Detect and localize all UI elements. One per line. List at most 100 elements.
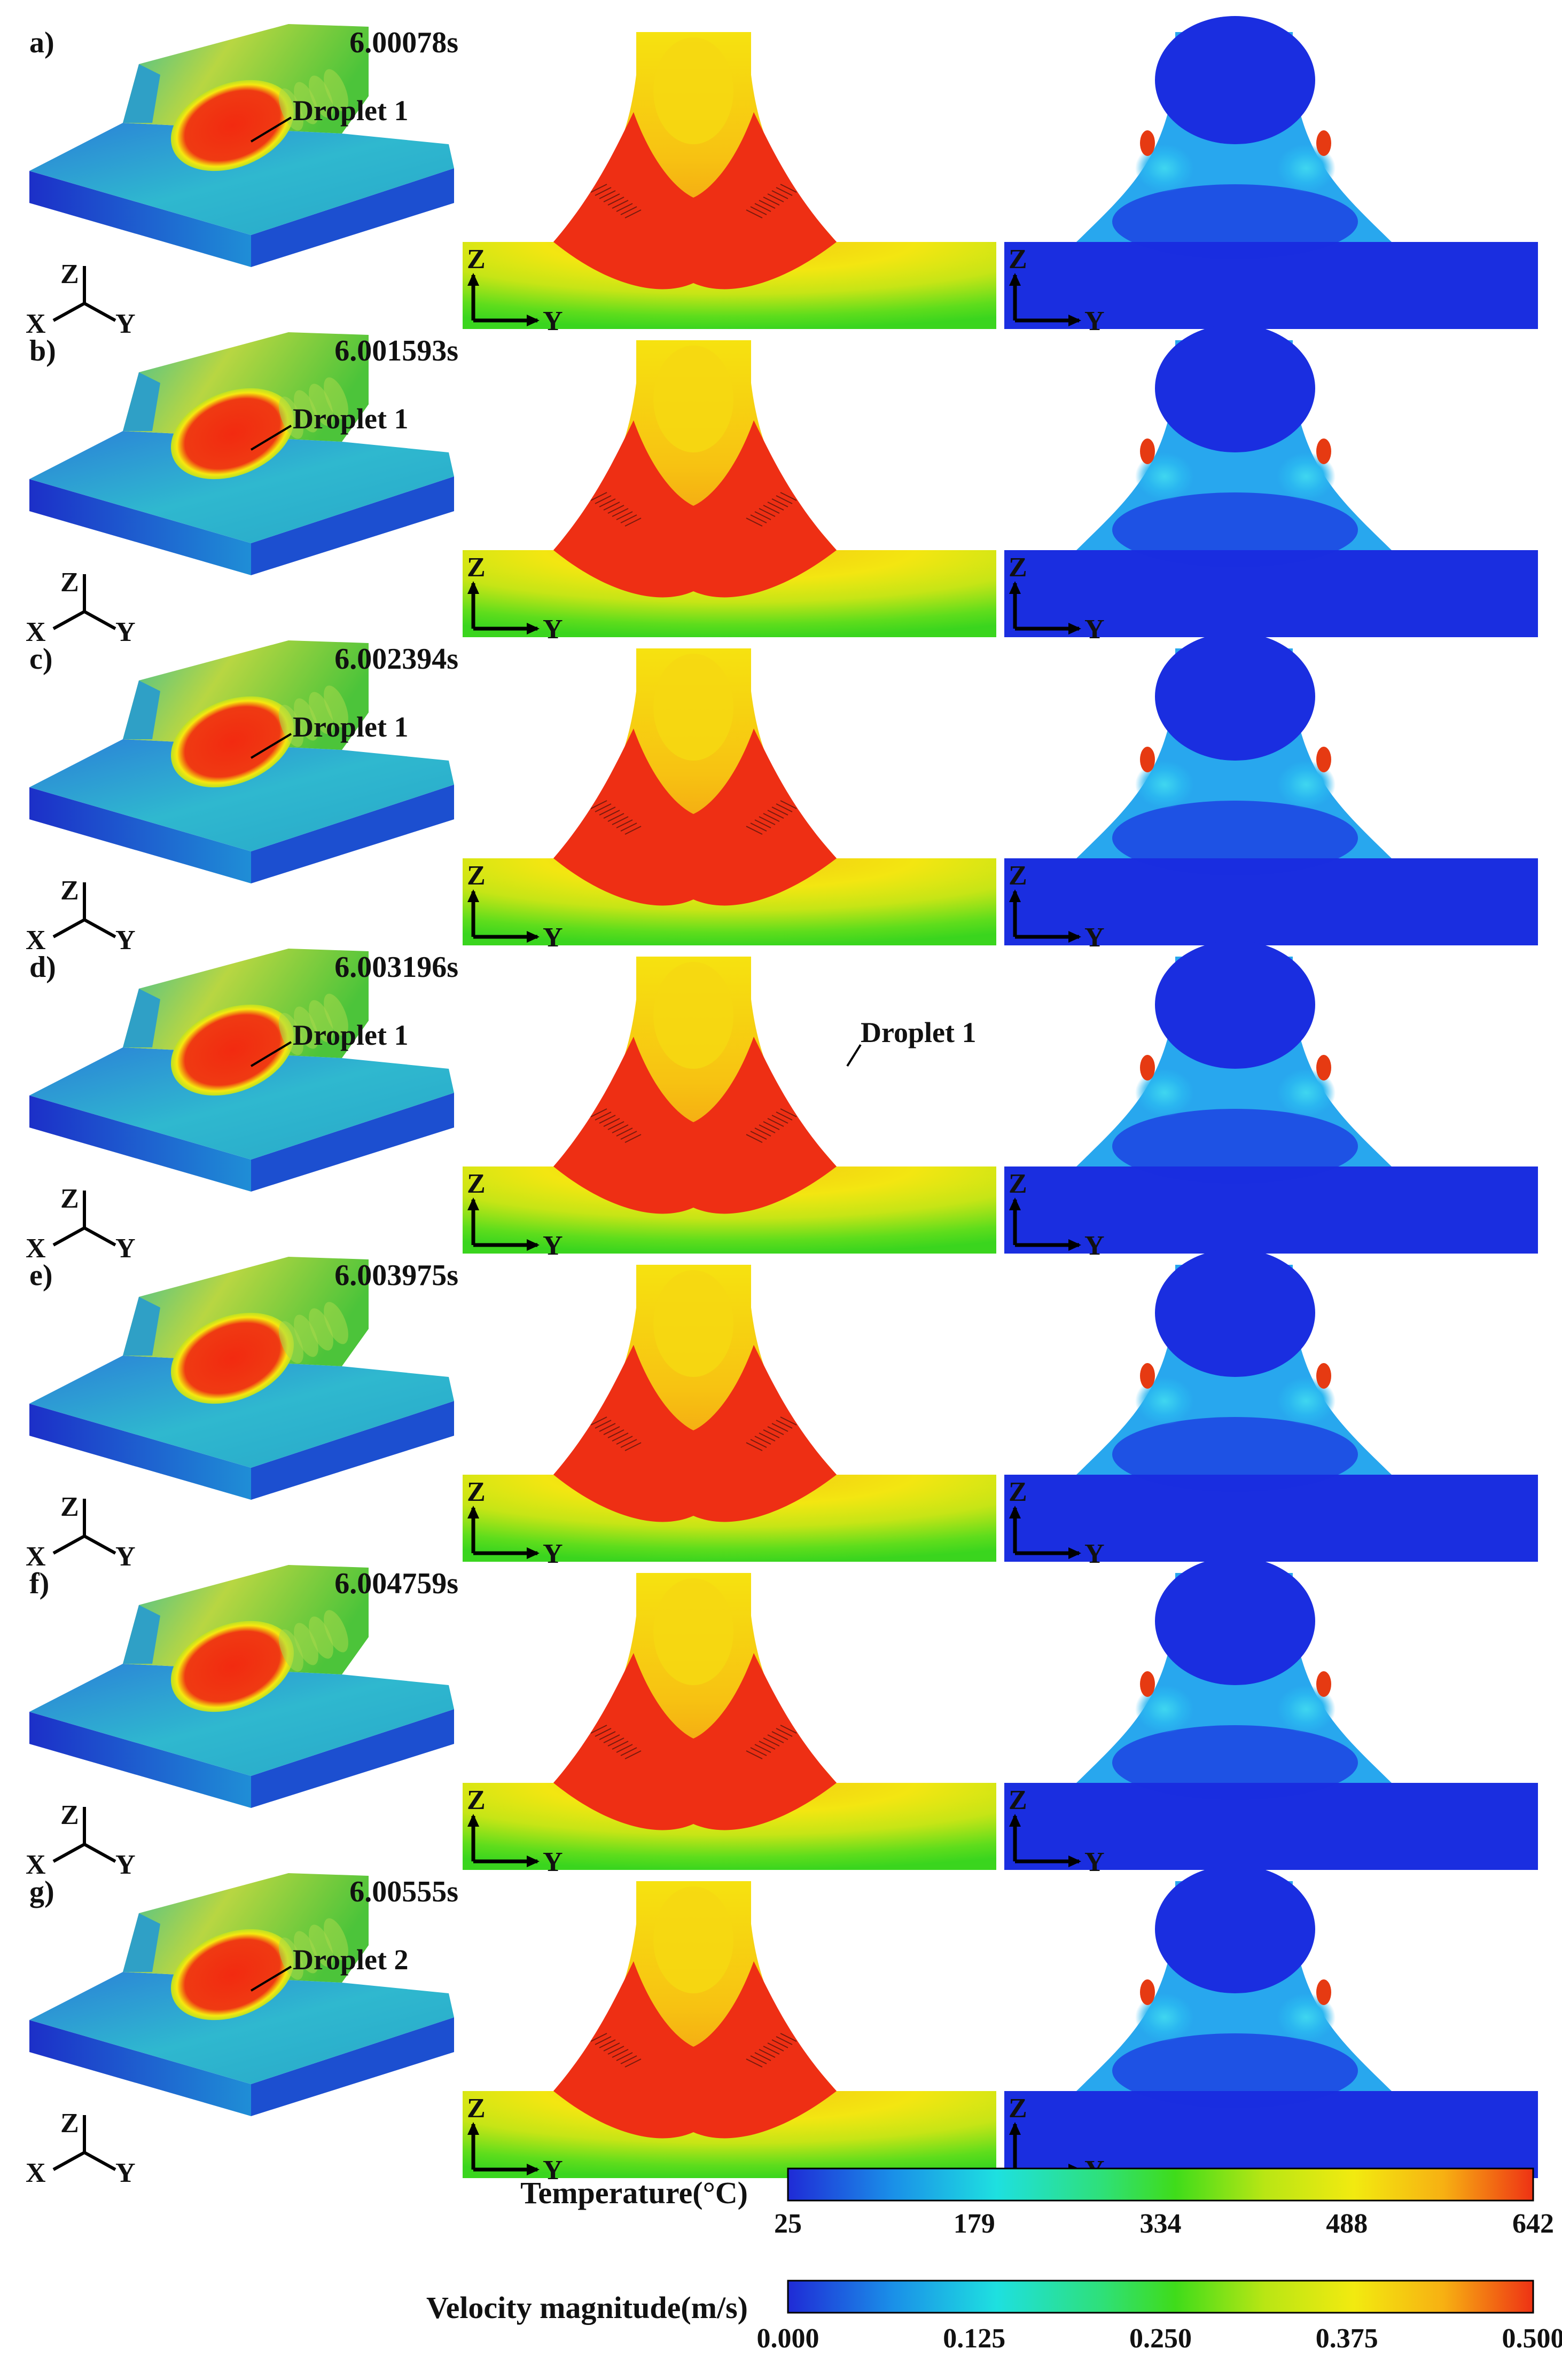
section-z-label: Z	[467, 1785, 486, 1815]
colorbar-gradient	[788, 2168, 1533, 2201]
velocity-core	[1155, 1557, 1315, 1685]
section-z-label: Z	[467, 860, 486, 891]
colorbar-tick: 488	[1326, 2209, 1368, 2239]
droplet-label: Droplet 1	[293, 711, 408, 743]
velocity-y-label: Y	[1084, 614, 1105, 645]
velocity-y-label: Y	[1084, 1231, 1105, 1261]
velocity-hotspot-right	[1316, 1671, 1331, 1697]
hot-core	[653, 962, 733, 1069]
hot-core	[653, 346, 733, 452]
velocity-section: ZY	[1004, 1249, 1538, 1569]
colorbar-tick: 0.500	[1502, 2323, 1562, 2354]
model-3d	[29, 332, 454, 575]
triad-y-axis	[84, 1228, 115, 1245]
temperature-section: ZY	[463, 1881, 996, 2186]
velocity-z-label: Z	[1009, 1169, 1027, 1199]
triad-z-label: Z	[60, 259, 79, 289]
velocity-dip	[1112, 492, 1358, 567]
triad-y-label: Y	[115, 617, 136, 647]
row-label: d)	[29, 951, 56, 984]
time-label: 6.002394s	[334, 643, 458, 676]
velocity-y-label: Y	[1084, 922, 1105, 953]
velocity-dip	[1112, 1725, 1358, 1800]
time-label: 6.00078s	[349, 26, 458, 59]
section-y-label: Y	[543, 1231, 563, 1261]
hot-core	[653, 1578, 733, 1685]
velocity-core	[1155, 632, 1315, 761]
colorbar-tick: 0.000	[757, 2323, 819, 2354]
droplet-label: Droplet 2	[293, 1944, 408, 1976]
velocity-core	[1155, 1249, 1315, 1377]
temperature-section: ZY	[463, 32, 996, 336]
velocity-z-label: Z	[1009, 552, 1027, 583]
triad-x-label: X	[26, 2158, 46, 2188]
hot-core	[653, 1270, 733, 1377]
velocity-dip	[1112, 1109, 1358, 1184]
time-label: 6.00555s	[349, 1875, 458, 1908]
triad-y-axis	[84, 1844, 115, 1861]
triad-y-label: Y	[115, 1541, 136, 1572]
droplet-label: Droplet 1	[293, 95, 408, 127]
triad-y-label: Y	[115, 1233, 136, 1264]
section-y-label: Y	[543, 1539, 563, 1569]
section-y-label: Y	[543, 922, 563, 953]
colorbar-tick: 0.125	[943, 2323, 1005, 2354]
velocity-hotspot-left	[1140, 1979, 1155, 2005]
velocity-section: ZY	[1004, 941, 1538, 1261]
velocity-section: ZY	[1004, 1557, 1538, 1877]
temperature-section: ZY	[463, 340, 996, 645]
velocity-section: ZY	[1004, 632, 1538, 953]
triad-y-axis	[84, 1536, 115, 1553]
velocity-z-label: Z	[1009, 2093, 1027, 2124]
velocity-z-label: Z	[1009, 1477, 1027, 1507]
velocity-hotspot-left	[1140, 1363, 1155, 1389]
velocity-dip	[1112, 1417, 1358, 1492]
colorbar-tick: 0.250	[1129, 2323, 1192, 2354]
triad-x-axis	[53, 1536, 84, 1553]
triad-x-axis	[53, 2152, 84, 2170]
time-label: 6.003975s	[334, 1259, 458, 1292]
colorbar-gradient	[788, 2281, 1533, 2313]
time-label: 6.001593s	[334, 334, 458, 367]
velocity-hotspot-right	[1316, 1979, 1331, 2005]
velocity-hotspot-left	[1140, 747, 1155, 772]
velocity-core	[1155, 324, 1315, 452]
row-label: g)	[29, 1875, 54, 1908]
velocity-y-label: Y	[1084, 306, 1105, 336]
model-3d	[29, 1257, 454, 1500]
triad-x-axis	[53, 1844, 84, 1861]
row-label: f)	[29, 1567, 49, 1600]
velocity-hotspot-left	[1140, 130, 1155, 156]
row-label: c)	[29, 643, 53, 676]
colorbar-tick: 334	[1140, 2209, 1182, 2239]
triad-y-axis	[84, 303, 115, 320]
velocity-z-label: Z	[1009, 860, 1027, 891]
droplet-label: Droplet 1	[293, 403, 408, 435]
section-z-label: Z	[467, 244, 486, 275]
temperature-section: ZY	[463, 648, 996, 953]
triad-y-axis	[84, 920, 115, 937]
velocity-hotspot-right	[1316, 439, 1331, 464]
colorbar-title: Velocity magnitude(m/s)	[426, 2290, 748, 2325]
colorbar-2: Velocity magnitude(m/s) 0.000 0.125 0.250 0.…	[426, 2281, 1562, 2354]
velocity-dip	[1112, 801, 1358, 875]
velocity-hotspot-left	[1140, 439, 1155, 464]
model-3d	[29, 949, 454, 1192]
colorbar-tick: 25	[774, 2209, 802, 2239]
section-y-label: Y	[543, 1847, 563, 1877]
triad-y-label: Y	[115, 2158, 136, 2188]
time-label: 6.003196s	[334, 951, 458, 984]
hot-core	[653, 654, 733, 761]
velocity-z-label: Z	[1009, 244, 1027, 275]
hot-core	[653, 1886, 733, 1993]
velocity-hotspot-right	[1316, 747, 1331, 772]
